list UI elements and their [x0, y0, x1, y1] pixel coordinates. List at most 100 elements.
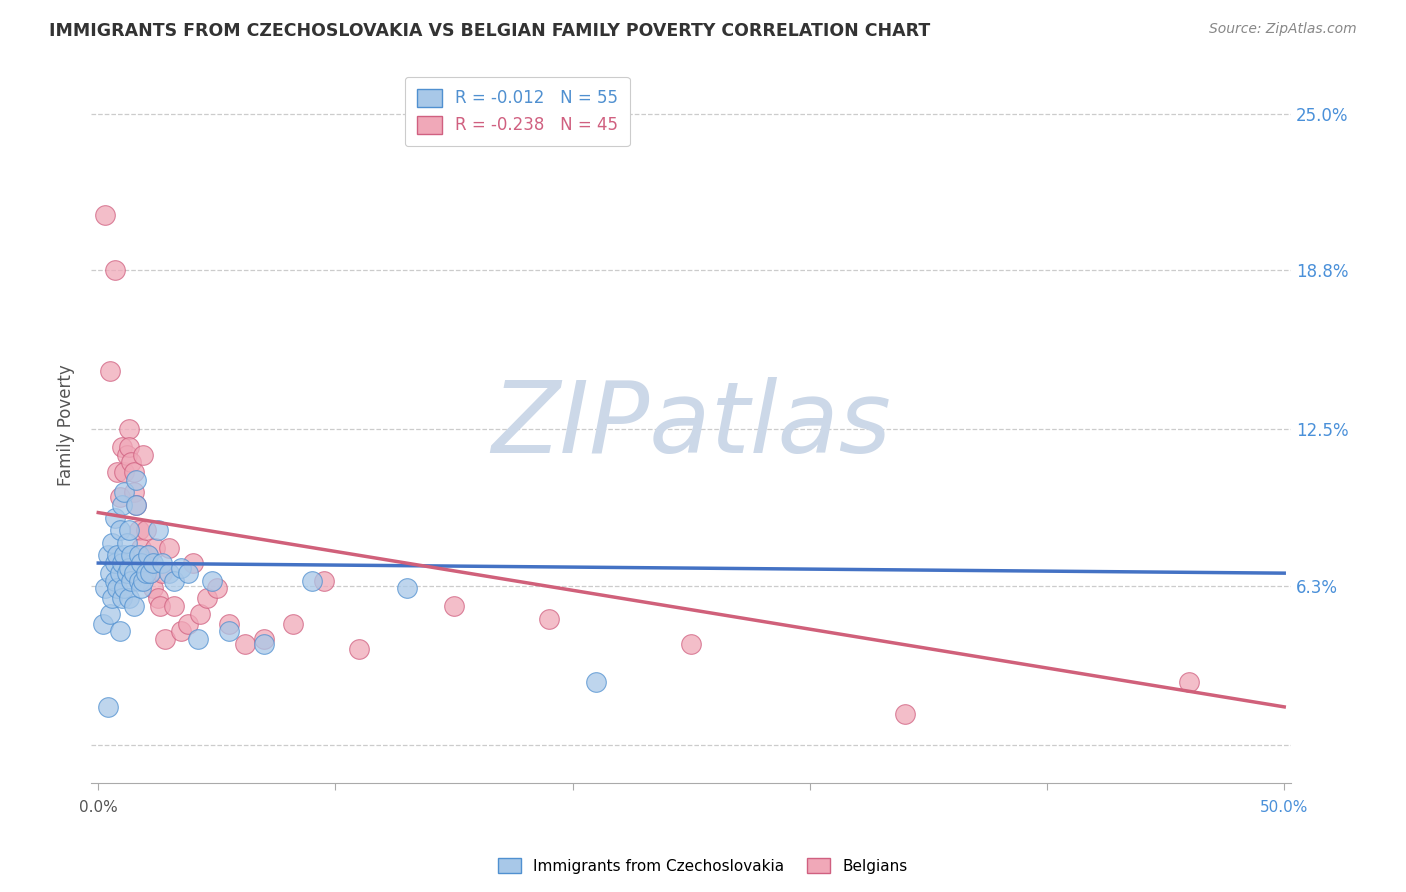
Point [132, 448, 155, 462]
Point [122, 599, 145, 613]
Point [128, 574, 150, 588]
Point [132, 574, 155, 588]
Point [98, 364, 121, 378]
Point [129, 582, 152, 596]
Point [181, 556, 204, 570]
Legend: Immigrants from Czechoslovakia, Belgians: Immigrants from Czechoslovakia, Belgians [492, 852, 914, 880]
Point [118, 440, 141, 454]
Point [118, 561, 141, 575]
Point [112, 465, 135, 479]
Point [105, 582, 128, 596]
Point [128, 549, 150, 563]
Point [135, 566, 157, 581]
Point [312, 574, 335, 588]
Point [537, 611, 560, 625]
Point [142, 556, 165, 570]
Point [115, 536, 138, 550]
Point [253, 637, 276, 651]
Point [105, 549, 128, 563]
Point [104, 556, 127, 570]
Point [118, 523, 141, 537]
Point [170, 561, 193, 575]
Point [163, 599, 186, 613]
Point [146, 523, 169, 537]
Text: 50.0%: 50.0% [1260, 800, 1309, 815]
Point [150, 556, 173, 570]
Point [115, 566, 138, 581]
Point [118, 422, 141, 436]
Point [136, 549, 159, 563]
Point [136, 549, 159, 563]
Y-axis label: Family Poverty: Family Poverty [58, 365, 75, 486]
Point [253, 632, 276, 646]
Point [97, 699, 120, 714]
Point [98, 607, 121, 621]
Point [121, 549, 143, 563]
Point [128, 523, 150, 537]
Point [301, 574, 323, 588]
Point [121, 574, 143, 588]
Point [91, 616, 114, 631]
Text: IMMIGRANTS FROM CZECHOSLOVAKIA VS BELGIAN FAMILY POVERTY CORRELATION CHART: IMMIGRANTS FROM CZECHOSLOVAKIA VS BELGIA… [49, 22, 931, 40]
Point [188, 607, 211, 621]
Point [159, 566, 181, 581]
Point [111, 440, 134, 454]
Point [159, 541, 181, 555]
Text: 0.0%: 0.0% [79, 800, 118, 815]
Point [135, 523, 157, 537]
Point [125, 498, 148, 512]
Point [97, 549, 120, 563]
Point [443, 599, 465, 613]
Point [104, 574, 127, 588]
Point [142, 582, 165, 596]
Point [177, 566, 200, 581]
Point [149, 599, 172, 613]
Point [112, 485, 135, 500]
Point [170, 624, 193, 639]
Point [112, 582, 135, 596]
Text: Source: ZipAtlas.com: Source: ZipAtlas.com [1209, 22, 1357, 37]
Point [125, 473, 148, 487]
Point [585, 674, 607, 689]
Point [233, 637, 256, 651]
Point [94, 582, 117, 596]
Point [187, 632, 209, 646]
Point [205, 582, 228, 596]
Point [201, 574, 224, 588]
Point [125, 498, 148, 512]
Point [111, 591, 134, 606]
Point [101, 591, 124, 606]
Point [177, 616, 200, 631]
Point [1178, 674, 1201, 689]
Point [218, 616, 240, 631]
Point [112, 549, 135, 563]
Point [115, 448, 138, 462]
Point [108, 523, 131, 537]
Point [129, 541, 152, 555]
Point [101, 536, 124, 550]
Point [139, 566, 162, 581]
Point [122, 465, 145, 479]
Point [94, 208, 117, 222]
Point [104, 263, 127, 277]
Point [108, 566, 131, 581]
Point [347, 641, 370, 656]
Point [195, 591, 218, 606]
Point [281, 616, 304, 631]
Point [218, 624, 240, 639]
Point [122, 485, 145, 500]
Point [108, 624, 131, 639]
Point [153, 632, 176, 646]
Point [163, 574, 186, 588]
Point [139, 566, 162, 581]
Point [104, 510, 127, 524]
Point [143, 541, 166, 555]
Point [108, 491, 131, 505]
Point [122, 566, 145, 581]
Point [395, 582, 418, 596]
Point [129, 556, 152, 570]
Point [98, 566, 121, 581]
Point [146, 591, 169, 606]
Point [105, 465, 128, 479]
Point [150, 566, 173, 581]
